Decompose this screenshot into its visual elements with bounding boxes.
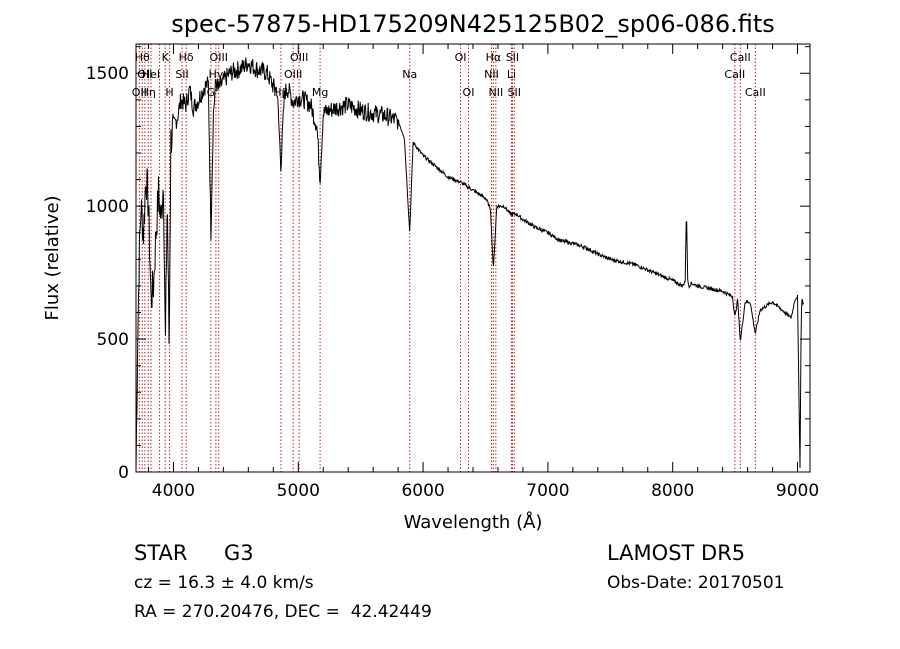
survey-name: LAMOST DR5 [607, 541, 746, 565]
x-tick-label-1: 5000 [277, 481, 320, 501]
x-axis-ticks: 4000 5000 6000 7000 8000 9000 [147, 44, 819, 501]
line-marker-label-14-0: OIII [284, 68, 302, 81]
line-marker-label-26-0: CaII [724, 68, 745, 81]
line-marker-label-8-0: SII [175, 68, 188, 81]
spectral-line-labels: OIIHθOIIHηHeIKHSIIHδGHγOIIIHβOIIIOIIIMgN… [132, 51, 766, 99]
line-marker-label-3-0: Hη [141, 86, 156, 99]
line-marker-label-10-0: G [207, 86, 216, 99]
coordinates: RA = 270.20476, DEC = 42.42449 [134, 602, 432, 622]
chart-title: spec-57875-HD175209N425125B02_sp06-086.f… [171, 10, 775, 38]
line-marker-label-25-0: SII [508, 86, 521, 99]
line-marker-label-27-0: CaII [730, 51, 751, 64]
x-axis-label: Wavelength (Å) [404, 511, 543, 533]
line-marker-label-15-0: OIII [290, 51, 308, 64]
line-marker-label-18-0: OI [455, 51, 467, 64]
line-marker-label-6-0: K [162, 51, 170, 64]
line-marker-label-28-0: CaII [745, 86, 766, 99]
line-marker-label-12-0: OIII [210, 51, 228, 64]
spectrum-line [135, 57, 804, 473]
redshift-value: cz = 16.3 ± 4.0 km/s [134, 573, 314, 593]
plot-frame [135, 43, 811, 473]
line-marker-label-20-0: NII [484, 68, 499, 81]
line-marker-label-23-0: Li [507, 68, 516, 81]
y-axis-label: Flux (relative) [42, 195, 63, 320]
x-tick-label-4: 8000 [651, 481, 694, 501]
line-marker-label-7-0: H [165, 86, 173, 99]
x-tick-label-0: 4000 [152, 481, 195, 501]
line-marker-label-22-0: NII [488, 86, 503, 99]
y-tick-label-2: 1000 [86, 197, 129, 217]
line-marker-label-24-0: SII [506, 51, 519, 64]
y-tick-label-1: 500 [97, 330, 129, 350]
x-tick-label-2: 6000 [401, 481, 444, 501]
object-subclass: G3 [224, 541, 254, 565]
line-marker-label-21-0: Hα [486, 51, 502, 64]
object-class: STAR [134, 541, 188, 565]
line-marker-label-1-0: Hθ [135, 51, 150, 64]
observation-date: Obs-Date: 20170501 [607, 573, 785, 593]
line-marker-label-2-0: OII [137, 68, 152, 81]
x-tick-label-5: 9000 [776, 481, 819, 501]
line-marker-label-17-0: Na [402, 68, 417, 81]
y-axis-ticks: 0 500 1000 1500 [86, 46, 810, 483]
line-marker-label-19-0: OI [463, 86, 475, 99]
y-tick-label-3: 1500 [86, 64, 129, 84]
x-tick-label-3: 7000 [526, 481, 569, 501]
spectral-line-markers [138, 44, 756, 472]
line-marker-label-16-0: Mg [312, 86, 328, 99]
line-marker-label-11-0: Hγ [208, 68, 223, 81]
y-tick-label-0: 0 [118, 463, 129, 483]
line-marker-label-4-0: HeI [142, 68, 160, 81]
line-marker-label-9-0: Hδ [179, 51, 194, 64]
